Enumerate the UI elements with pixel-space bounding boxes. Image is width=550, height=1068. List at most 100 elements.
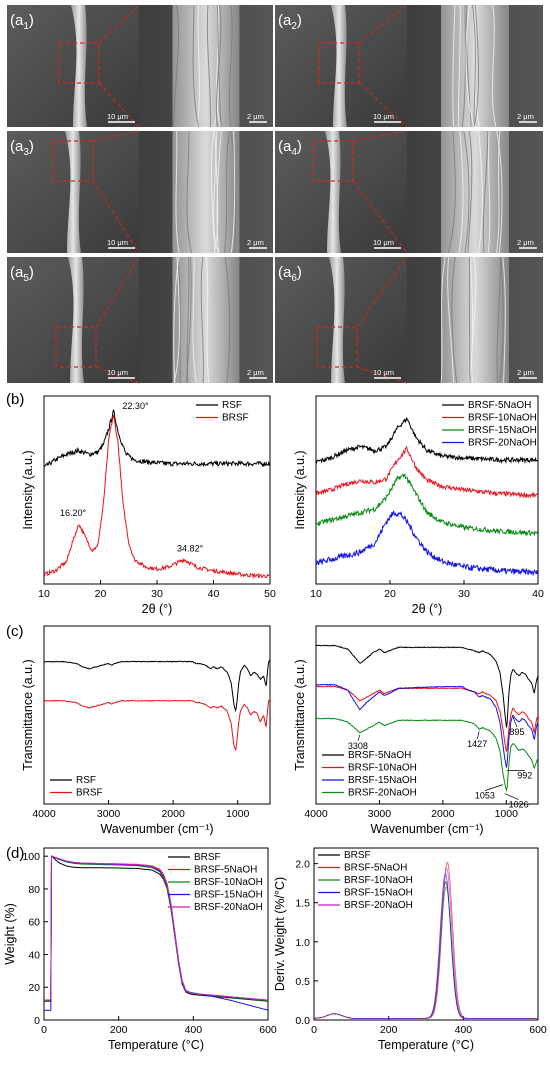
- sem-texture-line: [173, 4, 180, 128]
- ftir-charts: (c) 4000 3000 2000 1000 Wavenumber (cm⁻¹) Tra…: [6, 623, 539, 836]
- sem-texture-line: [502, 256, 506, 384]
- x-axis-label: Temperature (°C): [378, 1038, 474, 1052]
- sem-zoom-line: [92, 130, 140, 142]
- plot-frame: [43, 395, 271, 585]
- y-tick-label: 2.0: [295, 859, 310, 871]
- sem-zoom-line: [95, 366, 140, 384]
- chart-d2-dtg: 0 200 400 600 0.0 0.5 1.0 1.5 2.0 Temperature (°C…: [273, 847, 547, 1052]
- sem-panel-label: (a2): [278, 12, 302, 32]
- sem-texture-line: [200, 256, 204, 384]
- legend-label: BRSF: [194, 852, 221, 863]
- y-tick-label: 20: [28, 982, 40, 994]
- scale-label-right: 2 μm: [517, 112, 534, 121]
- scale-label-right: 2 μm: [247, 368, 264, 377]
- annotation-arrow: [357, 734, 361, 741]
- x-tick-label: 1000: [226, 808, 250, 820]
- annotation-arrow: [504, 793, 519, 800]
- annotation-label: 3308: [348, 741, 368, 751]
- scale-label-right: 2 μm: [517, 368, 534, 377]
- sem-texture-line: [177, 256, 181, 384]
- sem-texture-line: [192, 256, 197, 384]
- y-tick-label: 40: [28, 949, 40, 961]
- x-tick-label: 2000: [161, 808, 185, 820]
- sem-panel-a1: (a1) 10 μm 2 μm: [7, 4, 273, 128]
- sem-panel-label: (a1): [10, 12, 34, 32]
- scale-label-right: 2 μm: [247, 112, 264, 121]
- sem-texture-line: [223, 130, 230, 254]
- x-tick-label: 30: [458, 588, 470, 600]
- legend-label: RSF: [76, 775, 96, 786]
- sem-texture-line: [213, 130, 219, 254]
- y-axis-label: Intensity (a.u.): [293, 450, 307, 529]
- series-group: [44, 409, 270, 579]
- x-tick-label: 0: [41, 1024, 47, 1036]
- x-tick-label: 600: [259, 1024, 277, 1036]
- sem-texture-line: [467, 130, 473, 254]
- legend-label: BRSF: [222, 413, 249, 424]
- sem-texture-line: [175, 130, 180, 254]
- sem-zoom-line: [98, 82, 140, 128]
- sem-texture-line: [465, 4, 475, 128]
- legend: RSF BRSF: [50, 775, 103, 799]
- panel-letter-b: (b): [6, 391, 24, 408]
- x-tick-label: 4000: [304, 808, 328, 820]
- sem-zoom-box: [318, 42, 360, 84]
- series-line-rsf: [44, 409, 270, 468]
- sem-zoom-line: [352, 130, 408, 142]
- series-group: [316, 644, 538, 793]
- sem-panel-label: (a5): [10, 264, 34, 284]
- sem-texture-line: [491, 4, 497, 128]
- legend-label: BRSF-10NaOH: [468, 413, 537, 424]
- y-tick-label: 0.0: [295, 1015, 310, 1027]
- sem-zoom-box: [55, 326, 97, 368]
- annotation-label: 992: [517, 770, 532, 780]
- sem-zoom-box: [312, 140, 354, 182]
- series-line-rsf: [44, 659, 270, 713]
- annotation-label: 22.30°: [122, 401, 149, 411]
- plot-frame: [315, 395, 539, 585]
- sem-texture-line: [228, 4, 233, 128]
- panel-letter-d: (d): [6, 845, 24, 862]
- legend-label: BRSF-5NaOH: [348, 750, 411, 761]
- sem-panel-a4: (a4) 10 μm 2 μm: [275, 130, 543, 254]
- legend-label: BRSF-5NaOH: [194, 865, 257, 876]
- sem-overview-image: [275, 131, 407, 253]
- series-line-brsf-10naoh: [44, 855, 268, 1002]
- sem-texture-line: [458, 130, 464, 254]
- x-axis-label: Wavenumber (cm⁻¹): [370, 822, 483, 836]
- annotation-label: 34.82°: [177, 544, 204, 554]
- plot-frame: [43, 625, 271, 805]
- sem-texture-line: [468, 256, 471, 384]
- plot-frame: [313, 847, 539, 1021]
- x-tick-label: 3000: [97, 808, 121, 820]
- legend-label: RSF: [222, 400, 242, 411]
- y-tick-label: 60: [28, 917, 40, 929]
- sem-zoom-line: [356, 256, 408, 328]
- y-tick-label: 0.5: [295, 976, 310, 988]
- sem-zoom-box: [58, 42, 100, 84]
- series-line-brsf-20naoh: [316, 717, 538, 793]
- sem-fiber-zoom: [172, 131, 240, 253]
- sem-fiber: [329, 257, 345, 383]
- sem-texture-line: [186, 130, 193, 254]
- sem-panel-a6: (a6) 10 μm 2 μm: [275, 256, 543, 384]
- legend-label: BRSF-15NaOH: [344, 888, 413, 899]
- scale-label-right: 2 μm: [517, 238, 534, 247]
- x-tick-label: 30: [151, 588, 163, 600]
- sem-zoom-box: [52, 140, 94, 182]
- sem-panel-label: (a4): [278, 138, 302, 158]
- annotation-arrow: [512, 716, 518, 728]
- x-axis-label: 2θ (°): [142, 602, 173, 616]
- x-tick-label: 20: [95, 588, 107, 600]
- panel-letter-c: (c): [6, 623, 24, 640]
- scale-label-left: 10 μm: [373, 368, 394, 377]
- sem-zoom-line: [358, 82, 408, 128]
- legend-label: BRSF-15NaOH: [348, 775, 417, 786]
- series-line-brsf-20naoh: [314, 867, 538, 1019]
- sem-fiber: [331, 5, 347, 127]
- annotation-arrow: [484, 784, 504, 791]
- series-line-brsf-15naoh: [316, 683, 538, 768]
- plot-frame: [315, 625, 539, 805]
